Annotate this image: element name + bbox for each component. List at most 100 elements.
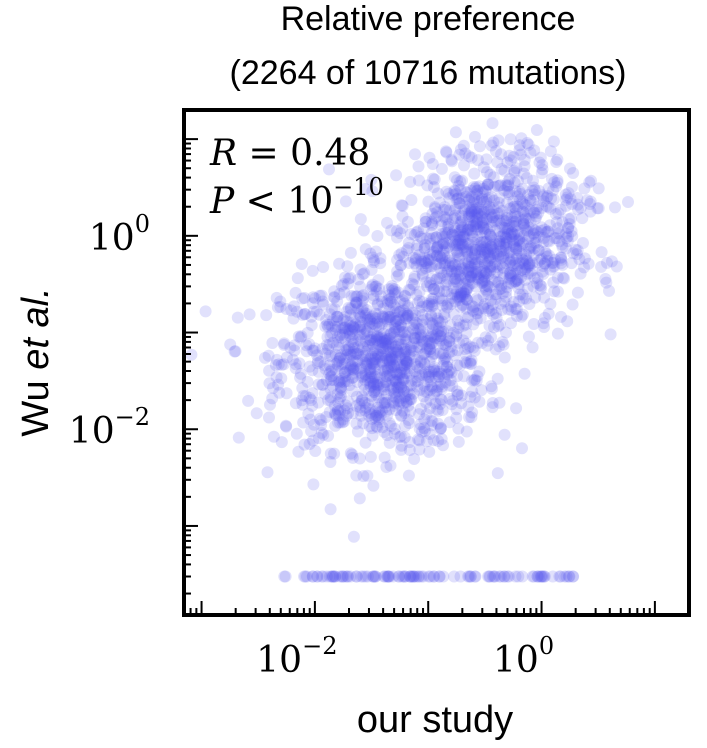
- data-point: [278, 358, 290, 371]
- data-point: [467, 341, 480, 354]
- data-point: [457, 202, 470, 215]
- data-point: [359, 349, 371, 362]
- data-point: [431, 367, 444, 380]
- data-point: [471, 184, 484, 197]
- data-point: [462, 250, 475, 262]
- data-point: [553, 570, 566, 583]
- data-point: [425, 298, 438, 311]
- data-point: [383, 403, 396, 416]
- data-point: [328, 291, 341, 303]
- data-point: [493, 258, 506, 271]
- data-point: [403, 349, 416, 362]
- data-point: [465, 252, 478, 264]
- data-point: [453, 318, 466, 331]
- data-point: [391, 344, 404, 357]
- data-point: [469, 243, 482, 256]
- data-point: [405, 379, 417, 392]
- data-point: [434, 423, 447, 436]
- data-point: [467, 181, 480, 193]
- data-point: [458, 262, 471, 275]
- data-point: [573, 253, 586, 266]
- data-point: [515, 247, 528, 260]
- data-point: [429, 201, 441, 214]
- data-point: [354, 311, 367, 323]
- data-point: [504, 133, 517, 146]
- data-point: [294, 371, 307, 384]
- data-point: [488, 570, 501, 583]
- data-point: [468, 570, 481, 583]
- data-point: [305, 394, 318, 407]
- data-point: [329, 570, 341, 583]
- data-point: [425, 309, 438, 322]
- data-point: [367, 379, 380, 392]
- data-point: [423, 151, 436, 164]
- data-point: [452, 249, 464, 262]
- data-point: [518, 367, 531, 380]
- data-point: [398, 332, 411, 345]
- data-point: [433, 321, 445, 334]
- data-point: [510, 303, 523, 316]
- data-point: [424, 343, 437, 355]
- data-point: [497, 272, 510, 285]
- data-point: [427, 570, 440, 583]
- data-point: [472, 260, 485, 273]
- data-point: [464, 223, 477, 236]
- data-point: [482, 178, 495, 191]
- data-point: [473, 140, 486, 153]
- data-point: [430, 273, 443, 286]
- data-point: [392, 381, 405, 394]
- data-point: [367, 254, 380, 267]
- data-point: [423, 365, 436, 378]
- data-point: [403, 570, 416, 583]
- data-point: [427, 283, 440, 296]
- data-point: [299, 307, 311, 320]
- data-point: [287, 312, 300, 325]
- data-point: [483, 570, 496, 583]
- data-point: [393, 431, 406, 444]
- data-point: [318, 359, 331, 372]
- data-point: [424, 238, 437, 250]
- data-point: [468, 233, 481, 246]
- data-point: [372, 385, 385, 398]
- data-point: [368, 344, 381, 357]
- data-point: [356, 268, 369, 281]
- data-point: [374, 344, 386, 357]
- data-point: [450, 265, 463, 278]
- data-point: [466, 230, 479, 243]
- data-point: [470, 313, 483, 326]
- data-point: [467, 318, 480, 331]
- data-point: [352, 348, 364, 360]
- data-point: [404, 405, 417, 418]
- data-point: [522, 138, 535, 151]
- data-point: [476, 243, 489, 256]
- data-point: [385, 420, 397, 432]
- data-point: [289, 362, 302, 375]
- data-point: [439, 351, 452, 364]
- data-point: [423, 297, 436, 310]
- data-point: [361, 469, 374, 482]
- data-point: [571, 192, 584, 204]
- data-point: [486, 397, 499, 409]
- data-point: [488, 209, 501, 221]
- data-point: [516, 288, 529, 301]
- data-point: [367, 479, 380, 492]
- data-point: [565, 225, 578, 238]
- data-point: [479, 236, 492, 249]
- data-point: [400, 311, 413, 324]
- data-point: [334, 376, 346, 389]
- data-point: [432, 435, 445, 447]
- data-point: [285, 304, 298, 317]
- data-point: [392, 374, 405, 387]
- data-point: [354, 309, 367, 322]
- data-point: [544, 145, 557, 158]
- data-point: [454, 238, 467, 251]
- data-point: [413, 369, 426, 382]
- data-point: [384, 310, 397, 323]
- data-point: [312, 378, 325, 391]
- data-point: [436, 251, 449, 264]
- data-point: [414, 257, 427, 270]
- data-point: [335, 279, 348, 292]
- data-point: [475, 266, 488, 278]
- data-point: [548, 232, 561, 245]
- data-point: [398, 359, 411, 372]
